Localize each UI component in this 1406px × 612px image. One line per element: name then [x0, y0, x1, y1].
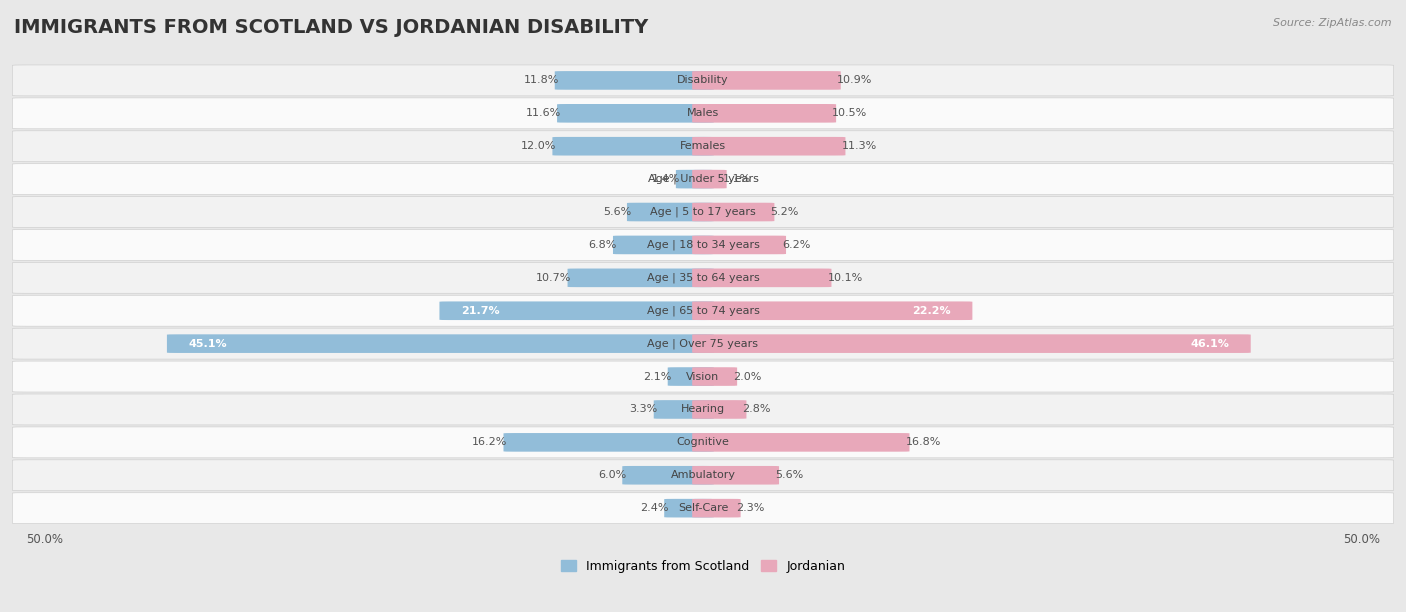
Text: 6.2%: 6.2%: [782, 240, 810, 250]
FancyBboxPatch shape: [13, 328, 1393, 359]
FancyBboxPatch shape: [557, 104, 714, 122]
Text: 22.2%: 22.2%: [912, 306, 950, 316]
Text: 6.0%: 6.0%: [598, 470, 626, 480]
FancyBboxPatch shape: [13, 295, 1393, 326]
Text: Males: Males: [688, 108, 718, 118]
FancyBboxPatch shape: [13, 196, 1393, 228]
FancyBboxPatch shape: [692, 499, 741, 518]
Text: 50.0%: 50.0%: [25, 533, 63, 546]
Text: IMMIGRANTS FROM SCOTLAND VS JORDANIAN DISABILITY: IMMIGRANTS FROM SCOTLAND VS JORDANIAN DI…: [14, 18, 648, 37]
Text: Vision: Vision: [686, 371, 720, 381]
FancyBboxPatch shape: [692, 400, 747, 419]
Text: Source: ZipAtlas.com: Source: ZipAtlas.com: [1274, 18, 1392, 28]
Text: Age | 18 to 34 years: Age | 18 to 34 years: [647, 240, 759, 250]
FancyBboxPatch shape: [13, 131, 1393, 162]
Text: Age | 5 to 17 years: Age | 5 to 17 years: [650, 207, 756, 217]
Text: 2.0%: 2.0%: [733, 371, 762, 381]
Text: Self-Care: Self-Care: [678, 503, 728, 513]
Text: 5.2%: 5.2%: [770, 207, 799, 217]
Text: 16.2%: 16.2%: [472, 438, 508, 447]
FancyBboxPatch shape: [13, 361, 1393, 392]
Text: 10.7%: 10.7%: [536, 273, 572, 283]
FancyBboxPatch shape: [13, 263, 1393, 293]
FancyBboxPatch shape: [555, 71, 714, 90]
FancyBboxPatch shape: [13, 98, 1393, 129]
Text: 6.8%: 6.8%: [589, 240, 617, 250]
FancyBboxPatch shape: [692, 236, 786, 254]
FancyBboxPatch shape: [13, 460, 1393, 491]
FancyBboxPatch shape: [692, 433, 910, 452]
Text: 2.3%: 2.3%: [737, 503, 765, 513]
FancyBboxPatch shape: [692, 334, 1251, 353]
FancyBboxPatch shape: [623, 466, 714, 485]
Text: Age | 65 to 74 years: Age | 65 to 74 years: [647, 305, 759, 316]
Text: Cognitive: Cognitive: [676, 438, 730, 447]
Text: 11.6%: 11.6%: [526, 108, 561, 118]
Text: Females: Females: [681, 141, 725, 151]
FancyBboxPatch shape: [692, 137, 845, 155]
FancyBboxPatch shape: [692, 302, 973, 320]
Text: 3.3%: 3.3%: [630, 405, 658, 414]
FancyBboxPatch shape: [664, 499, 714, 518]
Text: 11.8%: 11.8%: [523, 75, 558, 86]
FancyBboxPatch shape: [654, 400, 714, 419]
Text: 2.4%: 2.4%: [640, 503, 668, 513]
Text: 1.1%: 1.1%: [723, 174, 751, 184]
Text: 45.1%: 45.1%: [188, 338, 228, 349]
FancyBboxPatch shape: [692, 170, 727, 188]
Text: 5.6%: 5.6%: [775, 470, 803, 480]
FancyBboxPatch shape: [692, 367, 737, 386]
Text: Ambulatory: Ambulatory: [671, 470, 735, 480]
FancyBboxPatch shape: [167, 334, 714, 353]
FancyBboxPatch shape: [692, 71, 841, 90]
FancyBboxPatch shape: [13, 230, 1393, 260]
FancyBboxPatch shape: [568, 269, 714, 287]
Text: 2.1%: 2.1%: [644, 371, 672, 381]
Text: 2.8%: 2.8%: [742, 405, 770, 414]
FancyBboxPatch shape: [13, 427, 1393, 458]
FancyBboxPatch shape: [553, 137, 714, 155]
FancyBboxPatch shape: [676, 170, 714, 188]
Text: Age | Over 75 years: Age | Over 75 years: [648, 338, 758, 349]
Text: 5.6%: 5.6%: [603, 207, 631, 217]
FancyBboxPatch shape: [692, 104, 837, 122]
FancyBboxPatch shape: [692, 466, 779, 485]
Text: 50.0%: 50.0%: [1343, 533, 1381, 546]
FancyBboxPatch shape: [503, 433, 714, 452]
FancyBboxPatch shape: [613, 236, 714, 254]
FancyBboxPatch shape: [13, 394, 1393, 425]
FancyBboxPatch shape: [13, 65, 1393, 96]
Text: 16.8%: 16.8%: [905, 438, 941, 447]
Text: 12.0%: 12.0%: [522, 141, 557, 151]
Text: 21.7%: 21.7%: [461, 306, 499, 316]
Text: 10.9%: 10.9%: [837, 75, 872, 86]
FancyBboxPatch shape: [13, 493, 1393, 524]
Text: 11.3%: 11.3%: [841, 141, 876, 151]
Text: 10.5%: 10.5%: [832, 108, 868, 118]
Text: Hearing: Hearing: [681, 405, 725, 414]
FancyBboxPatch shape: [627, 203, 714, 222]
FancyBboxPatch shape: [692, 203, 775, 222]
Text: Age | Under 5 years: Age | Under 5 years: [648, 174, 758, 184]
Legend: Immigrants from Scotland, Jordanian: Immigrants from Scotland, Jordanian: [561, 560, 845, 573]
Text: 1.4%: 1.4%: [651, 174, 681, 184]
FancyBboxPatch shape: [668, 367, 714, 386]
Text: Age | 35 to 64 years: Age | 35 to 64 years: [647, 272, 759, 283]
Text: 46.1%: 46.1%: [1191, 338, 1229, 349]
Text: 10.1%: 10.1%: [827, 273, 863, 283]
FancyBboxPatch shape: [692, 269, 831, 287]
FancyBboxPatch shape: [13, 163, 1393, 195]
Text: Disability: Disability: [678, 75, 728, 86]
FancyBboxPatch shape: [440, 302, 714, 320]
